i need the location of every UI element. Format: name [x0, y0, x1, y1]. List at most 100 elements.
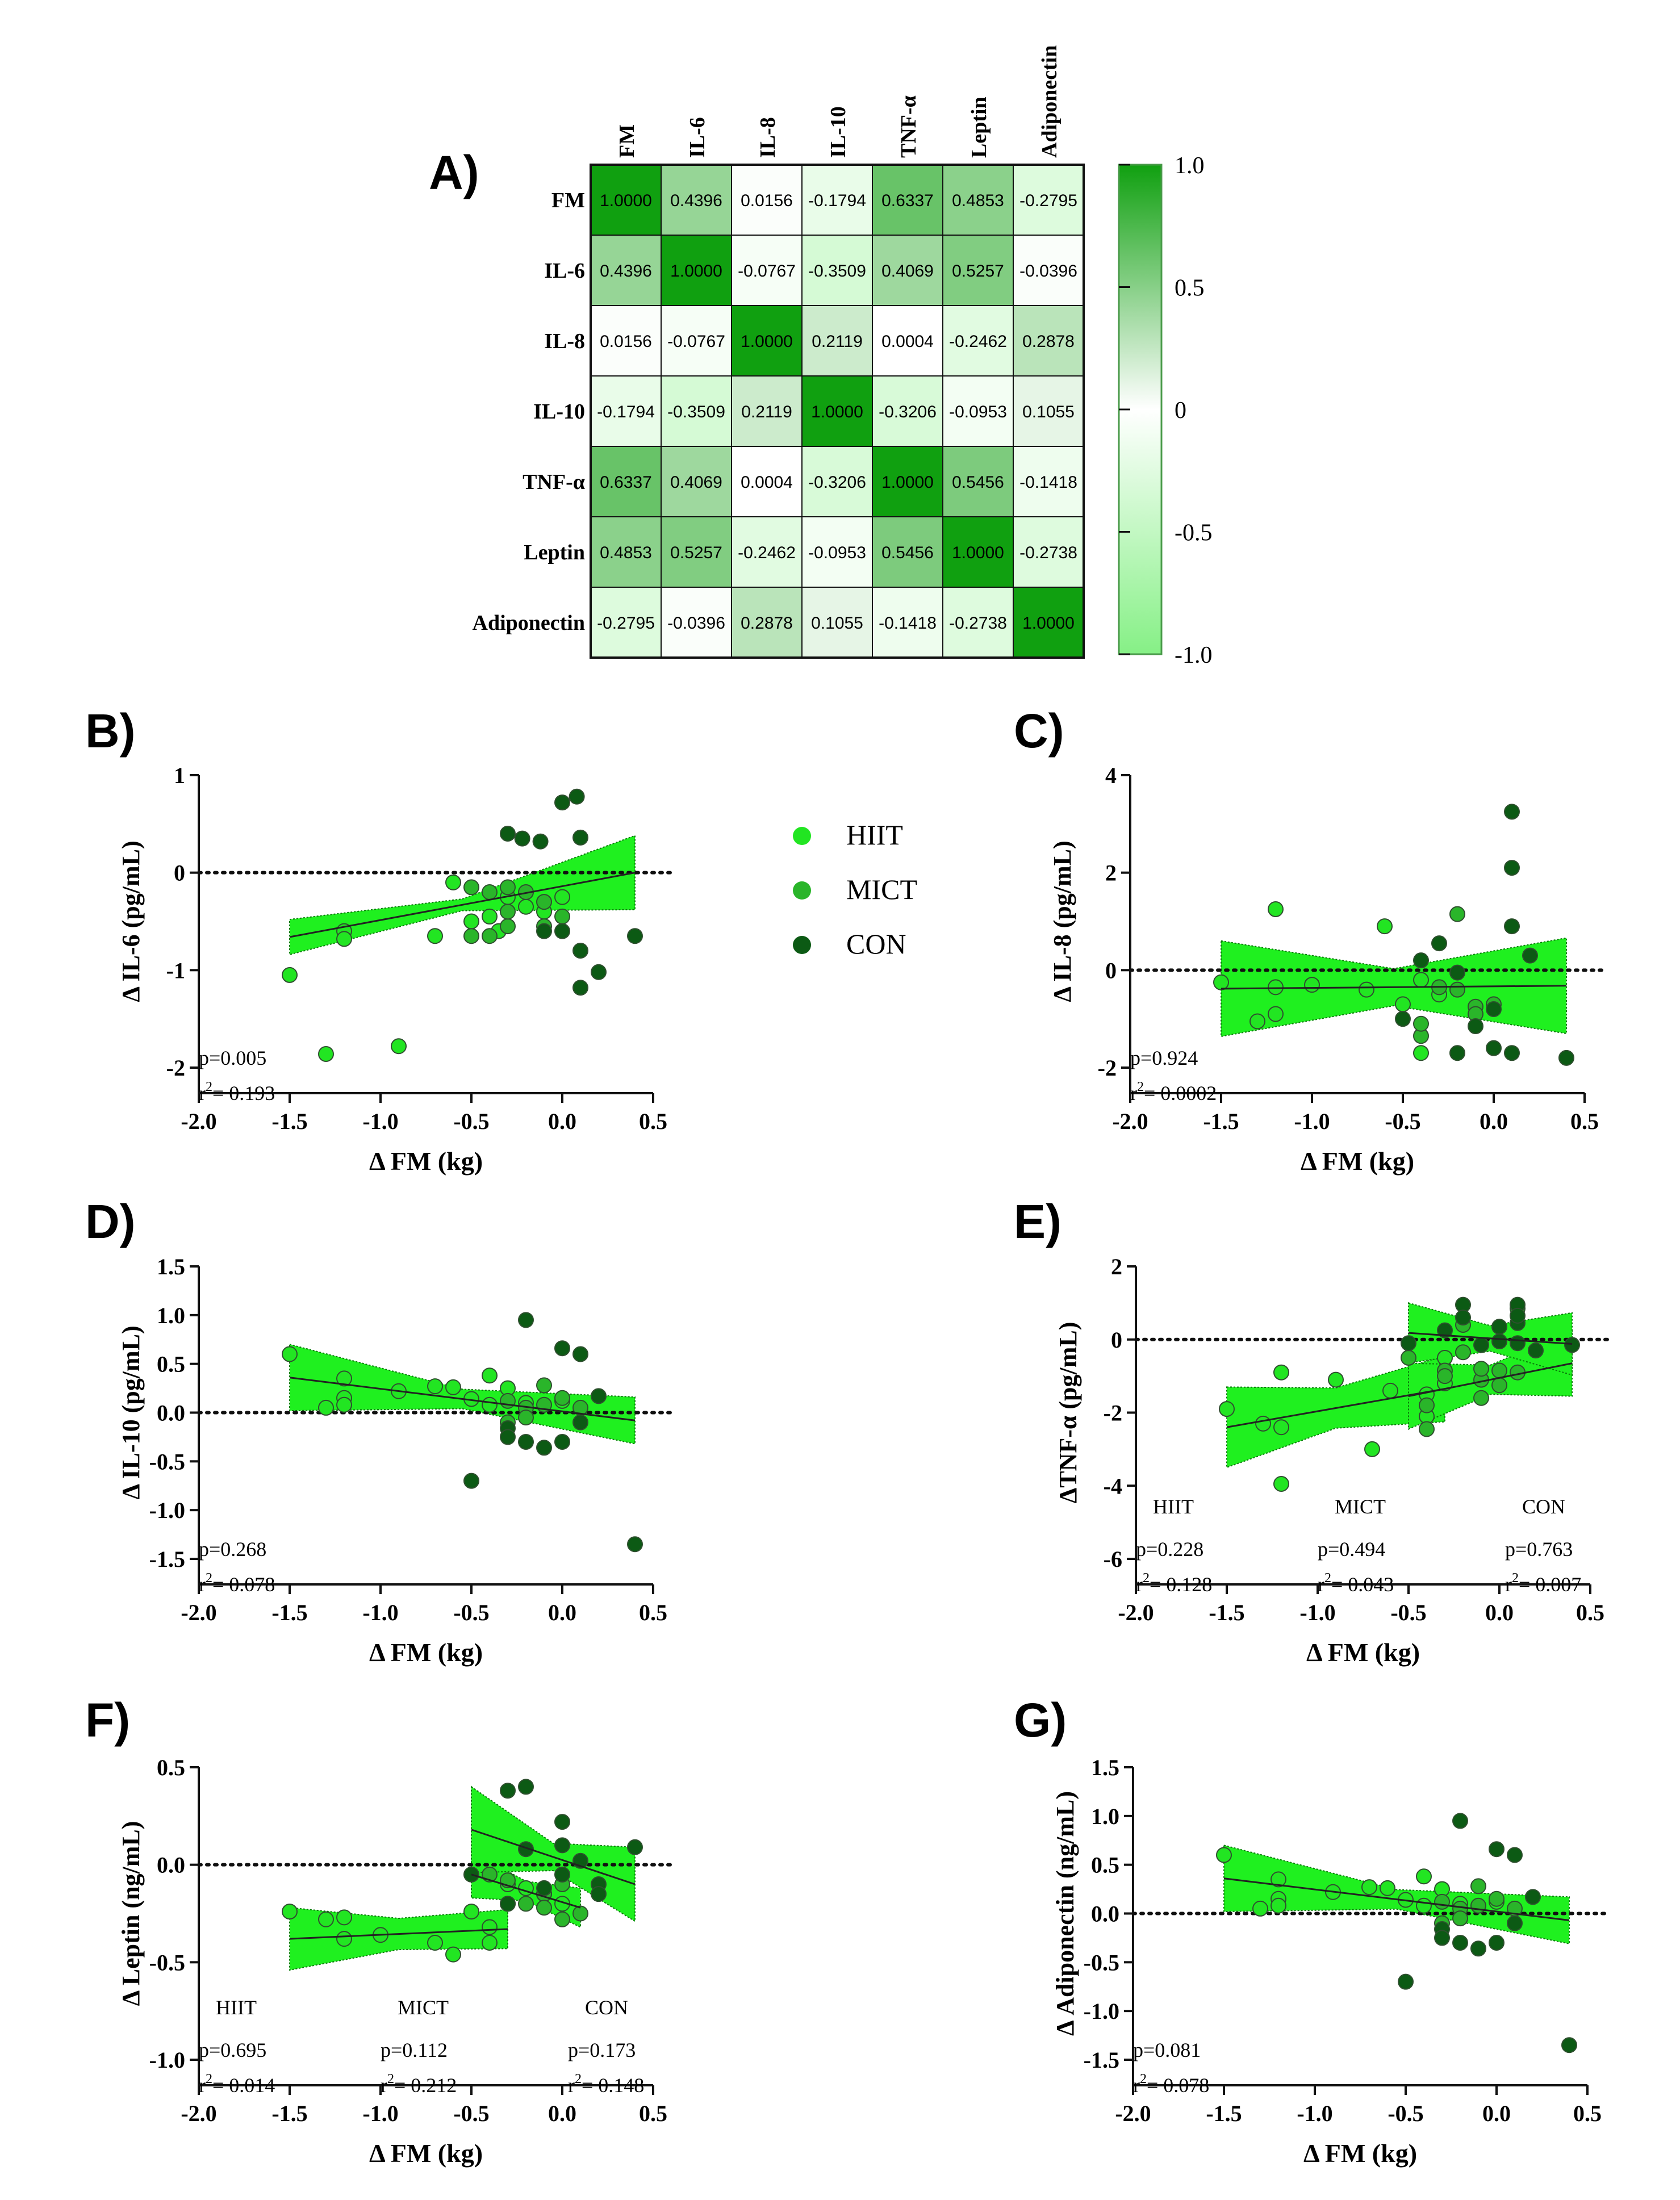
y-tick-label: 0.0 — [1091, 1901, 1119, 1927]
heatmap-cell-value: 0.0004 — [741, 473, 793, 492]
data-point-mict — [500, 879, 516, 896]
data-point-con — [514, 830, 530, 847]
x-axis-title: Δ FM (kg) — [369, 2139, 483, 2168]
y-tick-label: -1.5 — [1084, 2047, 1119, 2073]
panel-label: G) — [1014, 1693, 1067, 1747]
regression-line — [289, 872, 636, 938]
legend-marker-mict — [793, 881, 811, 900]
data-point-mict — [1470, 1878, 1486, 1894]
data-point-hiit — [1413, 1045, 1429, 1061]
heatmap-row-label: IL-8 — [544, 329, 585, 353]
heatmap-cell-value: -0.0767 — [667, 332, 725, 351]
y-tick-label: -2 — [1104, 1400, 1122, 1426]
heatmap-cell — [942, 164, 1014, 236]
panel-label: F) — [85, 1693, 130, 1747]
x-tick-label: 0.0 — [1482, 2101, 1511, 2126]
data-point-hiit — [1413, 972, 1429, 988]
scatter-panel-b: B) 1 0 -1 -2 -2.0 -1.5 -1.0 -0.5 0.0 0.5 Δ FM (kg) Δ… — [85, 704, 675, 1176]
group-label: HIIT — [1153, 1495, 1194, 1518]
data-point-mict — [1401, 1349, 1416, 1366]
x-tick-label: -1.0 — [362, 2101, 398, 2126]
colorbar-ticks: 1.0 0.5 0 -0.5 -1.0 — [1119, 153, 1213, 668]
y-tick-label: -4 — [1104, 1473, 1122, 1499]
x-tick-label: -1.0 — [1299, 1600, 1335, 1625]
data-point-mict — [1437, 1368, 1453, 1385]
data-point-con — [554, 1814, 570, 1830]
data-point-mict — [1413, 1015, 1429, 1032]
data-point-con — [1486, 1001, 1502, 1017]
heatmap-row-label: FM — [551, 189, 585, 212]
panel-label: E) — [1014, 1195, 1062, 1248]
x-axis-title: Δ FM (kg) — [1306, 1638, 1420, 1667]
data-point-mict — [500, 918, 516, 935]
heatmap-cell-value: -0.3206 — [808, 473, 866, 492]
heatmap-cell-value: -0.0953 — [949, 403, 1007, 421]
p-value: p=0.695 — [199, 2039, 266, 2061]
data-point-mict — [518, 1409, 534, 1426]
data-point-con — [1564, 1337, 1580, 1353]
data-point-con — [1449, 1045, 1465, 1061]
data-point-mict — [1455, 1344, 1471, 1361]
data-point-con — [536, 1880, 552, 1896]
data-point-con — [554, 1434, 570, 1450]
y-axis-title: Δ IL-8 (pg/mL) — [1048, 840, 1076, 1002]
heatmap-cell-value: 0.5257 — [952, 262, 1004, 281]
x-tick-label: -1.5 — [1203, 1109, 1239, 1134]
x-tick-label: 0.0 — [1485, 1600, 1514, 1625]
data-point-hiit — [336, 1931, 352, 1947]
group-label: MICT — [398, 1996, 449, 2019]
group-label: MICT — [1335, 1495, 1386, 1518]
data-point-hiit — [1395, 996, 1411, 1013]
legend: HIIT MICT CON — [793, 819, 917, 960]
heatmap-cell-value: 0.4853 — [600, 543, 652, 562]
p-value: p=0.763 — [1505, 1538, 1573, 1561]
heatmap-col-label: Adiponectin — [1038, 45, 1062, 158]
x-axis-title: Δ FM (kg) — [1303, 2139, 1417, 2168]
data-point-hiit — [1268, 1006, 1284, 1022]
x-tick-label: -0.5 — [453, 2101, 489, 2126]
data-point-con — [500, 1783, 516, 1799]
panel-label: C) — [1014, 704, 1064, 758]
data-point-con — [572, 1346, 588, 1362]
heatmap-cell-value: 0.2878 — [741, 614, 793, 633]
regression-line — [1226, 1388, 1445, 1428]
data-point-hiit — [1273, 1419, 1289, 1436]
data-point-con — [1491, 1333, 1507, 1349]
heatmap-row-labels: FM IL-6 IL-8 IL-10 TNF-α Leptin Adiponectin — [473, 189, 585, 635]
data-point-con — [1449, 964, 1465, 981]
data-point-hiit — [336, 1396, 352, 1413]
r-squared: r2= 0.193 — [199, 1080, 275, 1105]
r-squared: r2= 0.043 — [1318, 1571, 1394, 1596]
data-point-con — [1489, 1841, 1505, 1858]
heatmap-col-label: TNF-α — [897, 95, 921, 158]
data-point-con — [1395, 1011, 1411, 1027]
heatmap-cell — [731, 587, 803, 658]
regression-line — [1408, 1362, 1573, 1398]
y-axis-title: ΔTNF-α (pg/mL) — [1054, 1322, 1082, 1504]
heatmap-cell-value: -0.1418 — [1019, 473, 1077, 492]
data-point-hiit — [336, 1370, 352, 1387]
data-point-con — [1507, 1847, 1523, 1863]
heatmap-cells: 1.0000 0.4396 0.0156 -0.1794 0.6337 0.4853 -0.… — [590, 164, 1085, 659]
data-point-mict — [482, 928, 498, 944]
x-tick-label: 0.5 — [639, 2101, 667, 2126]
x-tick-label: 0.0 — [548, 1600, 576, 1625]
x-tick-label: -0.5 — [453, 1600, 489, 1625]
y-tick-label: 1.5 — [1091, 1755, 1119, 1780]
colorbar-tick-label: -1.0 — [1175, 642, 1213, 668]
group-label: CON — [585, 1996, 628, 2019]
data-point-con — [1558, 1049, 1574, 1066]
data-point-hiit — [282, 1904, 298, 1920]
data-point-mict — [1473, 1361, 1489, 1377]
data-point-con — [536, 923, 552, 939]
data-point-hiit — [445, 1379, 461, 1395]
y-tick-label: 0 — [174, 860, 185, 886]
data-point-hiit — [1273, 1476, 1289, 1492]
data-point-con — [627, 928, 643, 944]
x-tick-label: -1.0 — [1294, 1109, 1330, 1134]
legend-marker-hiit — [793, 827, 811, 845]
legend-label-hiit: HIIT — [846, 819, 903, 851]
data-point-hiit — [1249, 1013, 1265, 1030]
y-tick-label: -0.5 — [149, 1449, 185, 1474]
data-point-mict — [1473, 1390, 1489, 1406]
